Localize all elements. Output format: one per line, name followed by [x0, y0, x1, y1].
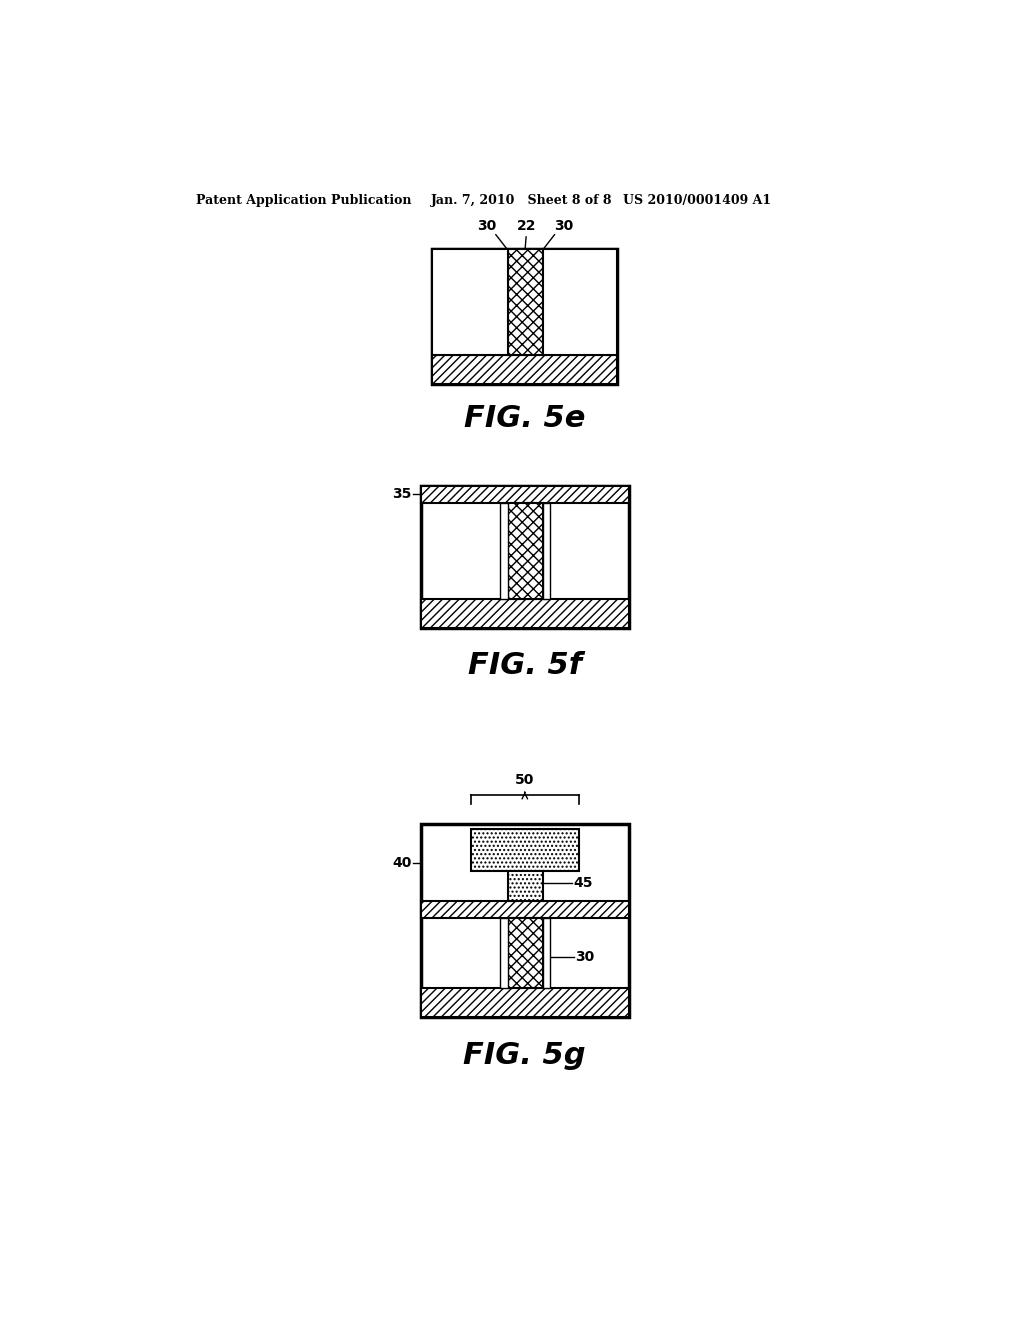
- Bar: [421, 902, 629, 919]
- Bar: [432, 249, 617, 384]
- Bar: [543, 249, 617, 355]
- Bar: [508, 919, 543, 987]
- Bar: [432, 355, 617, 384]
- Bar: [543, 919, 550, 987]
- Text: Jan. 7, 2010   Sheet 8 of 8: Jan. 7, 2010 Sheet 8 of 8: [431, 194, 612, 207]
- Bar: [508, 249, 543, 355]
- Text: 30: 30: [575, 949, 595, 964]
- Text: 40: 40: [392, 855, 412, 870]
- Text: Patent Application Publication: Patent Application Publication: [196, 194, 412, 207]
- Bar: [421, 987, 629, 1016]
- Bar: [500, 919, 508, 987]
- Bar: [432, 249, 508, 355]
- Text: 50: 50: [515, 772, 535, 787]
- Bar: [500, 503, 508, 599]
- Text: 30: 30: [554, 219, 573, 234]
- Text: 30: 30: [477, 219, 496, 234]
- Bar: [421, 599, 629, 628]
- Bar: [508, 503, 543, 599]
- Bar: [508, 871, 543, 902]
- Text: FIG. 5e: FIG. 5e: [464, 404, 586, 433]
- Text: FIG. 5f: FIG. 5f: [468, 651, 582, 680]
- Bar: [421, 486, 629, 628]
- Text: 35: 35: [392, 487, 412, 502]
- Text: FIG. 5g: FIG. 5g: [464, 1041, 586, 1071]
- Text: 22: 22: [516, 219, 537, 234]
- Bar: [421, 486, 629, 503]
- Text: 45: 45: [573, 876, 593, 891]
- Bar: [471, 829, 579, 871]
- Text: US 2010/0001409 A1: US 2010/0001409 A1: [624, 194, 771, 207]
- Bar: [421, 825, 629, 1016]
- Bar: [543, 503, 550, 599]
